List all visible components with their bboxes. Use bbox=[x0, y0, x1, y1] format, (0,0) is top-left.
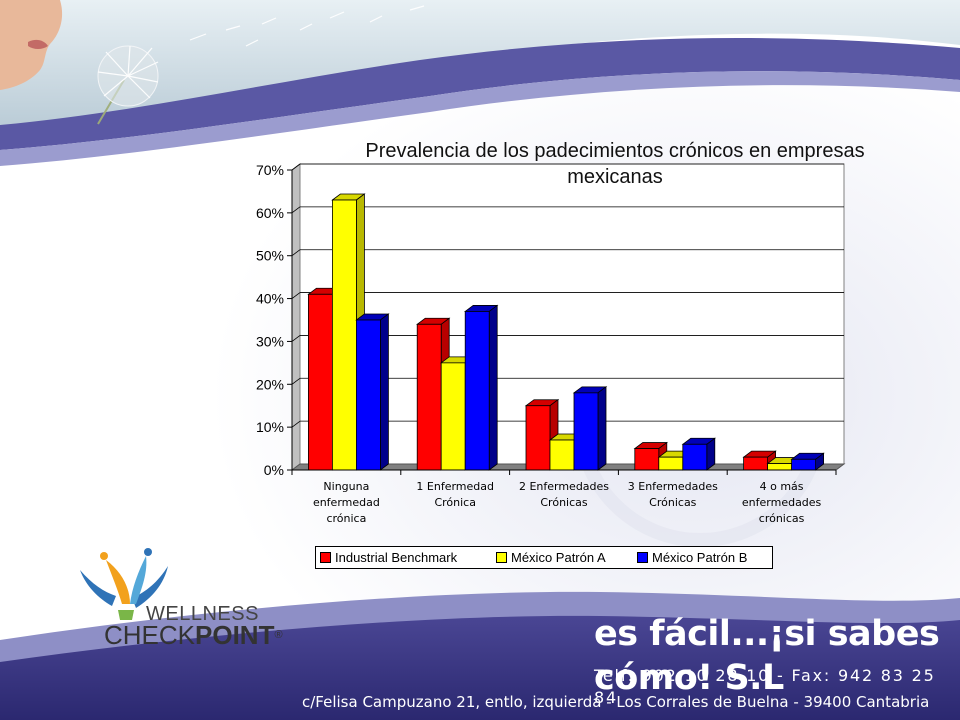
bar bbox=[635, 449, 659, 470]
x-tick-label: enfermedad bbox=[313, 496, 380, 509]
x-tick-label: Ninguna bbox=[323, 480, 369, 493]
bar-side bbox=[380, 314, 388, 470]
x-tick-label: crónicas bbox=[759, 512, 805, 525]
bar bbox=[332, 200, 356, 470]
x-tick-label: crónica bbox=[326, 512, 366, 525]
legend-item-mexico-patron-b: México Patrón B bbox=[637, 550, 747, 566]
bar bbox=[574, 393, 598, 470]
x-tick-label: 3 Enfermedades bbox=[628, 480, 718, 493]
y-tick-label: 70% bbox=[256, 162, 284, 178]
chart-legend: Industrial Benchmark México Patrón A Méx… bbox=[315, 546, 773, 569]
logo-point: POINT bbox=[195, 620, 274, 650]
x-tick-label: enfermedades bbox=[742, 496, 822, 509]
logo-registered-mark: ® bbox=[274, 629, 282, 641]
footer-address: c/Felisa Campuzano 21, entlo, izquierda … bbox=[302, 691, 929, 713]
legend-label: México Patrón B bbox=[652, 550, 747, 565]
logo-text-checkpoint: CHECKPOINT® bbox=[104, 620, 283, 650]
bar bbox=[417, 324, 441, 470]
y-tick-label: 0% bbox=[264, 462, 284, 478]
bar bbox=[768, 464, 792, 470]
bar bbox=[441, 363, 465, 470]
bar bbox=[683, 444, 707, 470]
bar bbox=[356, 320, 380, 470]
bar bbox=[659, 457, 683, 470]
legend-swatch-yellow bbox=[496, 552, 507, 563]
legend-label: Industrial Benchmark bbox=[335, 550, 457, 565]
bar bbox=[308, 294, 332, 470]
x-tick-label: Crónica bbox=[434, 496, 476, 509]
bar bbox=[526, 406, 550, 470]
bar bbox=[792, 459, 816, 470]
legend-swatch-red bbox=[320, 552, 331, 563]
slide: 0% 10% 20% 30% 40% 50% 60% 70% Ninguna enfermedad… bbox=[0, 0, 960, 720]
bar bbox=[550, 440, 574, 470]
x-tick-label: 4 o más bbox=[760, 480, 804, 493]
legend-label: México Patrón A bbox=[511, 550, 606, 565]
x-tick-label: 2 Enfermedades bbox=[519, 480, 609, 493]
x-tick-label: Crónicas bbox=[540, 496, 588, 509]
y-tick-label: 10% bbox=[256, 419, 284, 435]
y-tick-label: 30% bbox=[256, 333, 284, 349]
x-tick-label: 1 Enfermedad bbox=[416, 480, 494, 493]
bar bbox=[744, 457, 768, 470]
legend-item-industrial-benchmark: Industrial Benchmark bbox=[320, 550, 457, 566]
bar-side bbox=[707, 438, 715, 470]
y-tick-label: 50% bbox=[256, 248, 284, 264]
legend-swatch-blue bbox=[637, 552, 648, 563]
legend-item-mexico-patron-a: México Patrón A bbox=[496, 550, 606, 566]
logo-check: CHECK bbox=[104, 620, 195, 650]
bar bbox=[465, 311, 489, 470]
bar-side bbox=[489, 305, 497, 470]
y-tick-label: 60% bbox=[256, 205, 284, 221]
x-tick-label: Crónicas bbox=[649, 496, 697, 509]
chart-title: Prevalencia de los padecimientos crónico… bbox=[350, 138, 880, 190]
y-tick-label: 40% bbox=[256, 291, 284, 307]
y-tick-label: 20% bbox=[256, 376, 284, 392]
bar-side bbox=[598, 387, 606, 470]
